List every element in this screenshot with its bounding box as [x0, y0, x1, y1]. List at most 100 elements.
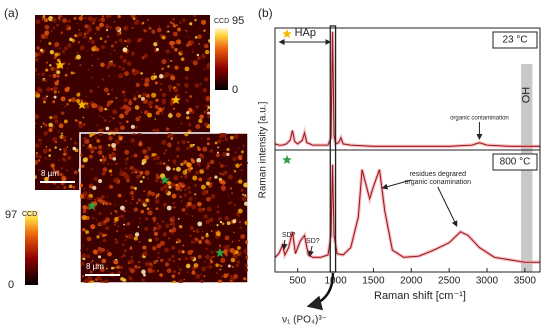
map-spot	[170, 221, 176, 226]
map-spot	[116, 270, 121, 275]
map-spot	[101, 45, 105, 50]
map-spot	[112, 109, 118, 115]
map-spot	[203, 214, 208, 219]
map-spot	[172, 31, 178, 37]
map-spot	[95, 47, 100, 52]
map-spot	[116, 265, 120, 269]
map-spot	[122, 243, 125, 246]
map-spot	[178, 279, 184, 283]
map-spot	[161, 194, 163, 197]
map-spot	[186, 271, 189, 274]
map-spot	[105, 24, 109, 27]
map-spot	[224, 215, 229, 221]
annotation: SD?	[306, 238, 320, 245]
map-spot	[114, 240, 119, 245]
map-spot	[110, 173, 113, 176]
pho-arrow	[306, 272, 335, 311]
map-spot	[91, 104, 93, 106]
map-spot	[218, 177, 222, 181]
map-spot	[142, 176, 145, 179]
map-spot	[161, 67, 164, 70]
map-spot	[208, 39, 210, 43]
map-spot	[89, 270, 93, 274]
map-spot	[35, 57, 39, 62]
map-spot	[158, 25, 161, 27]
map-spot	[141, 56, 145, 60]
map-spot	[112, 156, 117, 161]
map-spot	[96, 235, 100, 239]
map-spot	[55, 23, 59, 27]
map-spot	[161, 59, 167, 65]
map-spot	[131, 165, 134, 168]
map-spot	[158, 74, 164, 79]
map-spot	[187, 107, 193, 113]
map-spot	[128, 168, 131, 171]
map-spot	[187, 250, 193, 256]
map-spot	[112, 117, 115, 120]
map-spot	[68, 98, 72, 102]
map-spot	[236, 245, 241, 250]
map-spot	[241, 196, 247, 202]
map-spot	[195, 170, 200, 175]
map-spot	[217, 279, 222, 283]
map-spot	[142, 92, 147, 98]
map-spot	[90, 168, 93, 171]
map-spot	[40, 33, 46, 39]
map-spot	[106, 201, 110, 205]
map-spot	[114, 223, 117, 226]
oh-band	[521, 64, 533, 150]
map-spot	[117, 135, 122, 139]
map-spot	[147, 177, 149, 180]
map-spot	[143, 53, 148, 58]
map-spot	[171, 17, 176, 21]
map-spot	[155, 237, 159, 242]
map-spot	[143, 152, 146, 155]
map-spot	[54, 170, 58, 175]
map-spot	[130, 124, 135, 129]
map-spot	[35, 91, 39, 95]
y-axis-label: Raman intensity [a.u.]	[258, 101, 269, 198]
map-spot	[78, 16, 84, 21]
map-spot	[144, 82, 150, 87]
map-spot	[183, 171, 185, 174]
map-spot	[133, 207, 138, 212]
map-spot	[165, 127, 170, 131]
map-spot	[38, 169, 40, 171]
map-spot	[35, 143, 40, 148]
map-spot	[154, 199, 160, 204]
map-spot	[133, 265, 138, 269]
map-spot	[176, 141, 180, 145]
map-spot	[97, 246, 103, 252]
marker-star	[160, 175, 170, 185]
map-spot	[70, 137, 73, 141]
map-spot	[113, 49, 116, 52]
map-spot	[99, 199, 104, 204]
map-spot	[197, 201, 202, 207]
map-spot	[208, 217, 214, 223]
map-spot	[122, 58, 127, 64]
map-spot	[89, 89, 94, 94]
map-spot	[142, 21, 145, 25]
map-spot	[140, 37, 143, 41]
map-spot	[188, 196, 193, 202]
map-spot	[194, 184, 198, 188]
map-spot	[175, 241, 178, 244]
map-spot	[76, 92, 81, 97]
line-halo	[274, 31, 540, 149]
x-tick-label: 500	[289, 276, 306, 287]
map-spot	[167, 142, 172, 148]
map-spot	[242, 193, 245, 196]
map-spot	[64, 73, 68, 77]
map-spot	[101, 15, 104, 18]
map-spot	[167, 257, 172, 262]
map-spot	[91, 17, 96, 23]
map-spot	[152, 129, 155, 132]
map-spot	[207, 113, 210, 119]
map-spot	[239, 177, 242, 179]
map-spot	[82, 157, 88, 163]
map-spot	[213, 255, 215, 258]
map-spot	[44, 176, 49, 182]
map-spot	[95, 218, 98, 221]
map-spot	[227, 201, 231, 205]
map-spot	[206, 62, 210, 68]
